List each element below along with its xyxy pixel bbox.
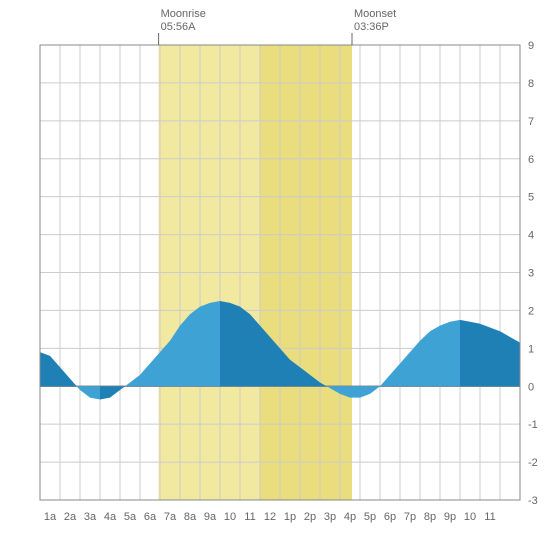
x-tick-label: 9a: [204, 511, 217, 523]
tide-chart: -3-2-101234567891a2a3a4a5a6a7a8a9a101112…: [0, 0, 550, 550]
x-tick-label: 1p: [284, 511, 296, 523]
x-tick-label: 8a: [184, 511, 197, 523]
x-tick-label: 5a: [124, 511, 137, 523]
x-tick-label: 7a: [164, 511, 177, 523]
x-tick-label: 10: [464, 511, 476, 523]
y-tick-label: 1: [528, 343, 534, 355]
x-tick-label: 3p: [324, 511, 336, 523]
y-tick-label: 3: [528, 268, 534, 280]
x-tick-label: 5p: [364, 511, 376, 523]
y-tick-label: -1: [528, 419, 538, 431]
y-tick-label: 8: [528, 78, 534, 90]
y-tick-label: 4: [528, 230, 534, 242]
y-tick-label: 2: [528, 305, 534, 317]
x-tick-label: 1a: [44, 511, 57, 523]
x-tick-label: 10: [224, 511, 236, 523]
x-tick-label: 11: [244, 511, 255, 523]
x-tick-label: 6a: [144, 511, 157, 523]
x-tick-label: 11: [484, 511, 495, 523]
x-tick-label: 2p: [304, 511, 316, 523]
x-tick-label: 4p: [344, 511, 356, 523]
y-tick-label: 0: [528, 381, 534, 393]
x-tick-label: 6p: [384, 511, 396, 523]
annotation-time: 05:56A: [161, 21, 197, 33]
y-tick-label: 7: [528, 116, 534, 128]
x-tick-label: 2a: [64, 511, 77, 523]
x-tick-label: 4a: [104, 511, 117, 523]
annotation-label: Moonrise: [161, 8, 206, 20]
y-tick-label: 6: [528, 154, 534, 166]
y-tick-label: 9: [528, 40, 534, 52]
annotation-label: Moonset: [354, 8, 396, 20]
annotation-time: 03:36P: [354, 21, 389, 33]
x-tick-label: 8p: [424, 511, 436, 523]
x-tick-label: 9p: [444, 511, 456, 523]
x-tick-label: 12: [264, 511, 276, 523]
y-tick-label: -2: [528, 457, 538, 469]
x-tick-label: 3a: [84, 511, 97, 523]
y-tick-label: -3: [528, 495, 538, 507]
chart-svg: -3-2-101234567891a2a3a4a5a6a7a8a9a101112…: [0, 0, 550, 550]
x-tick-label: 7p: [404, 511, 416, 523]
y-tick-label: 5: [528, 192, 534, 204]
